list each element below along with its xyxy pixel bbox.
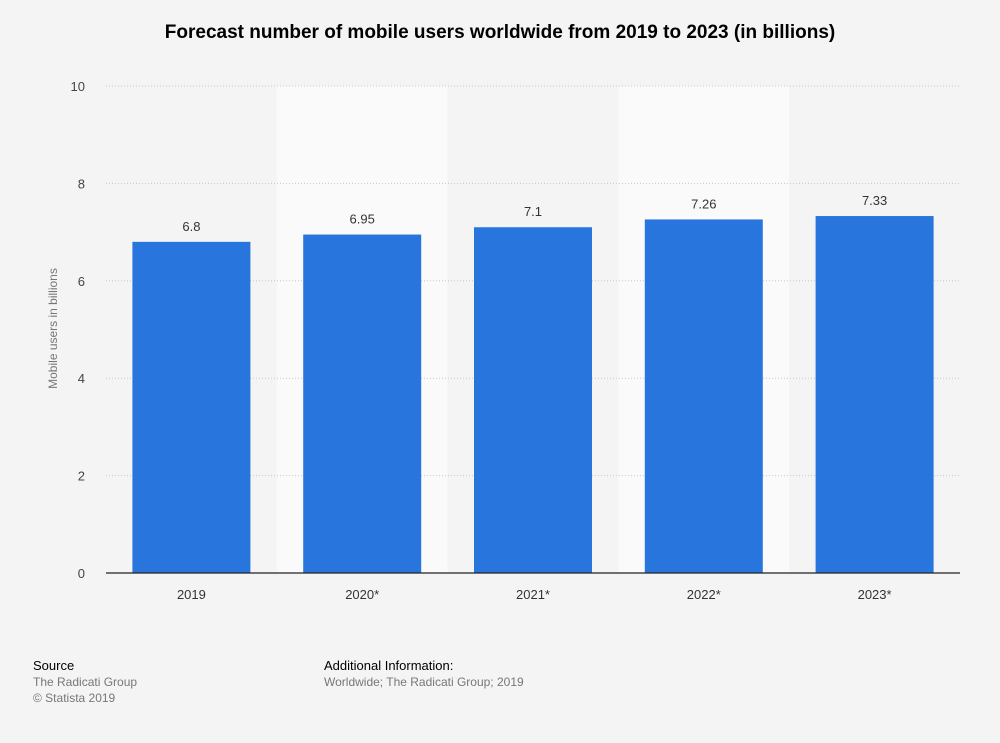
value-labels: 6.8 6.95 7.1 7.26 7.33: [182, 193, 887, 234]
bars: [132, 216, 934, 574]
data-label: 7.1: [524, 204, 542, 219]
y-axis-ticks: 0 2 4 6 8 10: [71, 79, 85, 581]
y-tick-label: 4: [78, 371, 85, 386]
bar[interactable]: [303, 234, 422, 573]
source-block: Source The Radicati Group © Statista 201…: [33, 658, 137, 706]
bar[interactable]: [132, 241, 251, 573]
y-tick-label: 0: [78, 566, 85, 581]
source-text[interactable]: The Radicati Group: [33, 675, 138, 689]
data-label: 7.26: [691, 196, 716, 211]
additional-info-heading: Additional Information:: [324, 658, 454, 673]
x-tick-label: 2019: [177, 587, 206, 602]
x-tick-label: 2023*: [858, 587, 892, 602]
additional-info-block: Additional Information: Worldwide; The R…: [324, 658, 524, 690]
y-axis-label: Mobile users in billions: [46, 268, 60, 389]
y-tick-label: 10: [71, 79, 85, 94]
x-tick-label: 2022*: [687, 587, 721, 602]
bar[interactable]: [474, 227, 592, 574]
bar[interactable]: [815, 216, 934, 574]
data-label: 6.95: [350, 212, 375, 227]
y-tick-label: 2: [78, 469, 85, 484]
x-tick-label: 2021*: [516, 587, 550, 602]
additional-info-text: Worldwide; The Radicati Group; 2019: [324, 675, 524, 689]
data-label: 6.8: [182, 219, 200, 234]
chart-title: Forecast number of mobile users worldwid…: [164, 22, 836, 43]
x-tick-label: 2020*: [345, 587, 379, 602]
bar[interactable]: [644, 219, 763, 574]
y-tick-label: 8: [78, 176, 85, 191]
x-axis-ticks: 2019 2020* 2021* 2022* 2023*: [177, 587, 892, 602]
source-heading: Source: [33, 658, 75, 673]
copyright-text: © Statista 2019: [33, 691, 116, 705]
data-label: 7.33: [862, 193, 887, 208]
y-tick-label: 6: [78, 274, 85, 289]
